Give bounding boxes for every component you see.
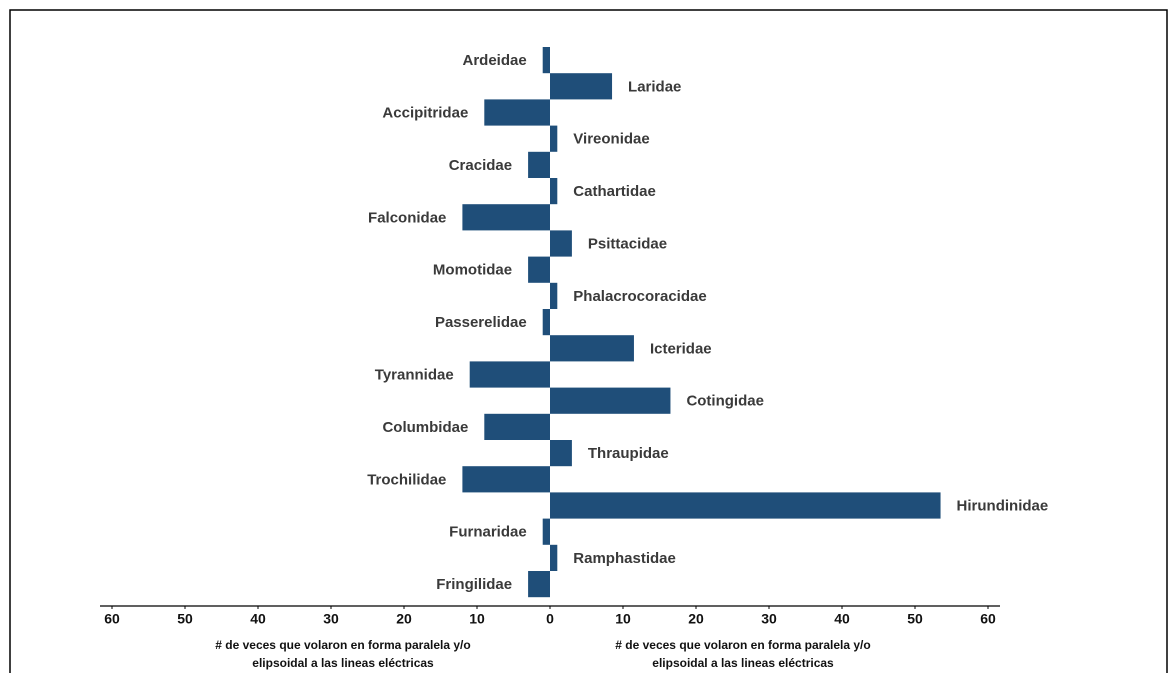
- x-tick-label: 60: [980, 611, 996, 627]
- category-label: Columbidae: [382, 419, 468, 436]
- bar: [542, 47, 550, 74]
- bar: [484, 413, 550, 440]
- x-tick-label: 60: [104, 611, 120, 627]
- x-tick-label: 30: [323, 611, 339, 627]
- category-label: Ardeidae: [462, 52, 526, 69]
- bar: [528, 571, 550, 598]
- x-tick-label: 10: [469, 611, 485, 627]
- category-label: Tyrannidae: [375, 366, 454, 383]
- category-label: Ramphastidae: [573, 550, 676, 567]
- bar: [550, 178, 558, 205]
- bar: [528, 151, 550, 178]
- category-label: Cathartidae: [573, 183, 656, 200]
- bar: [550, 492, 941, 519]
- category-label: Icteridae: [650, 340, 712, 357]
- bar: [550, 230, 572, 257]
- category-label: Passerelidae: [435, 314, 527, 331]
- category-label: Accipitridae: [382, 104, 468, 121]
- category-label: Falconidae: [368, 209, 446, 226]
- category-label: Thraupidae: [588, 445, 669, 462]
- bar: [550, 125, 558, 152]
- category-label: Psittacidae: [588, 235, 667, 252]
- x-axis-label: # de veces que volaron en forma paralela…: [615, 638, 870, 652]
- x-axis-label: # de veces que volaron en forma paralela…: [215, 638, 470, 652]
- category-label: Fringilidae: [436, 576, 512, 593]
- category-label: Vireonidae: [573, 131, 649, 148]
- x-tick-label: 30: [761, 611, 777, 627]
- x-axis-label: elipsoidal a las lineas eléctricas: [652, 656, 834, 670]
- bar: [550, 282, 558, 309]
- bar: [550, 440, 572, 467]
- bar: [469, 361, 550, 388]
- x-tick-label: 40: [834, 611, 850, 627]
- bar: [550, 387, 671, 414]
- bar: [550, 73, 613, 100]
- bar: [550, 335, 634, 362]
- category-label: Laridae: [628, 78, 681, 95]
- category-label: Furnaridae: [449, 524, 527, 541]
- bar: [542, 309, 550, 336]
- bar: [484, 99, 550, 126]
- x-tick-label: 0: [546, 611, 554, 627]
- bar: [528, 256, 550, 283]
- x-axis-label: elipsoidal a las lineas eléctricas: [252, 656, 434, 670]
- x-tick-label: 50: [177, 611, 193, 627]
- category-label: Cotingidae: [686, 393, 764, 410]
- category-label: Hirundinidae: [957, 497, 1049, 514]
- category-label: Trochilidae: [367, 471, 446, 488]
- category-label: Cracidae: [449, 157, 512, 174]
- bar: [462, 466, 550, 493]
- bar: [462, 204, 550, 231]
- category-label: Momotidae: [433, 262, 512, 279]
- category-label: Phalacrocoracidae: [573, 288, 706, 305]
- x-tick-label: 10: [615, 611, 631, 627]
- bar: [542, 518, 550, 545]
- x-tick-label: 50: [907, 611, 923, 627]
- bar: [550, 544, 558, 571]
- x-tick-label: 40: [250, 611, 266, 627]
- x-tick-label: 20: [396, 611, 412, 627]
- frame: [9, 9, 1168, 678]
- x-tick-label: 20: [688, 611, 704, 627]
